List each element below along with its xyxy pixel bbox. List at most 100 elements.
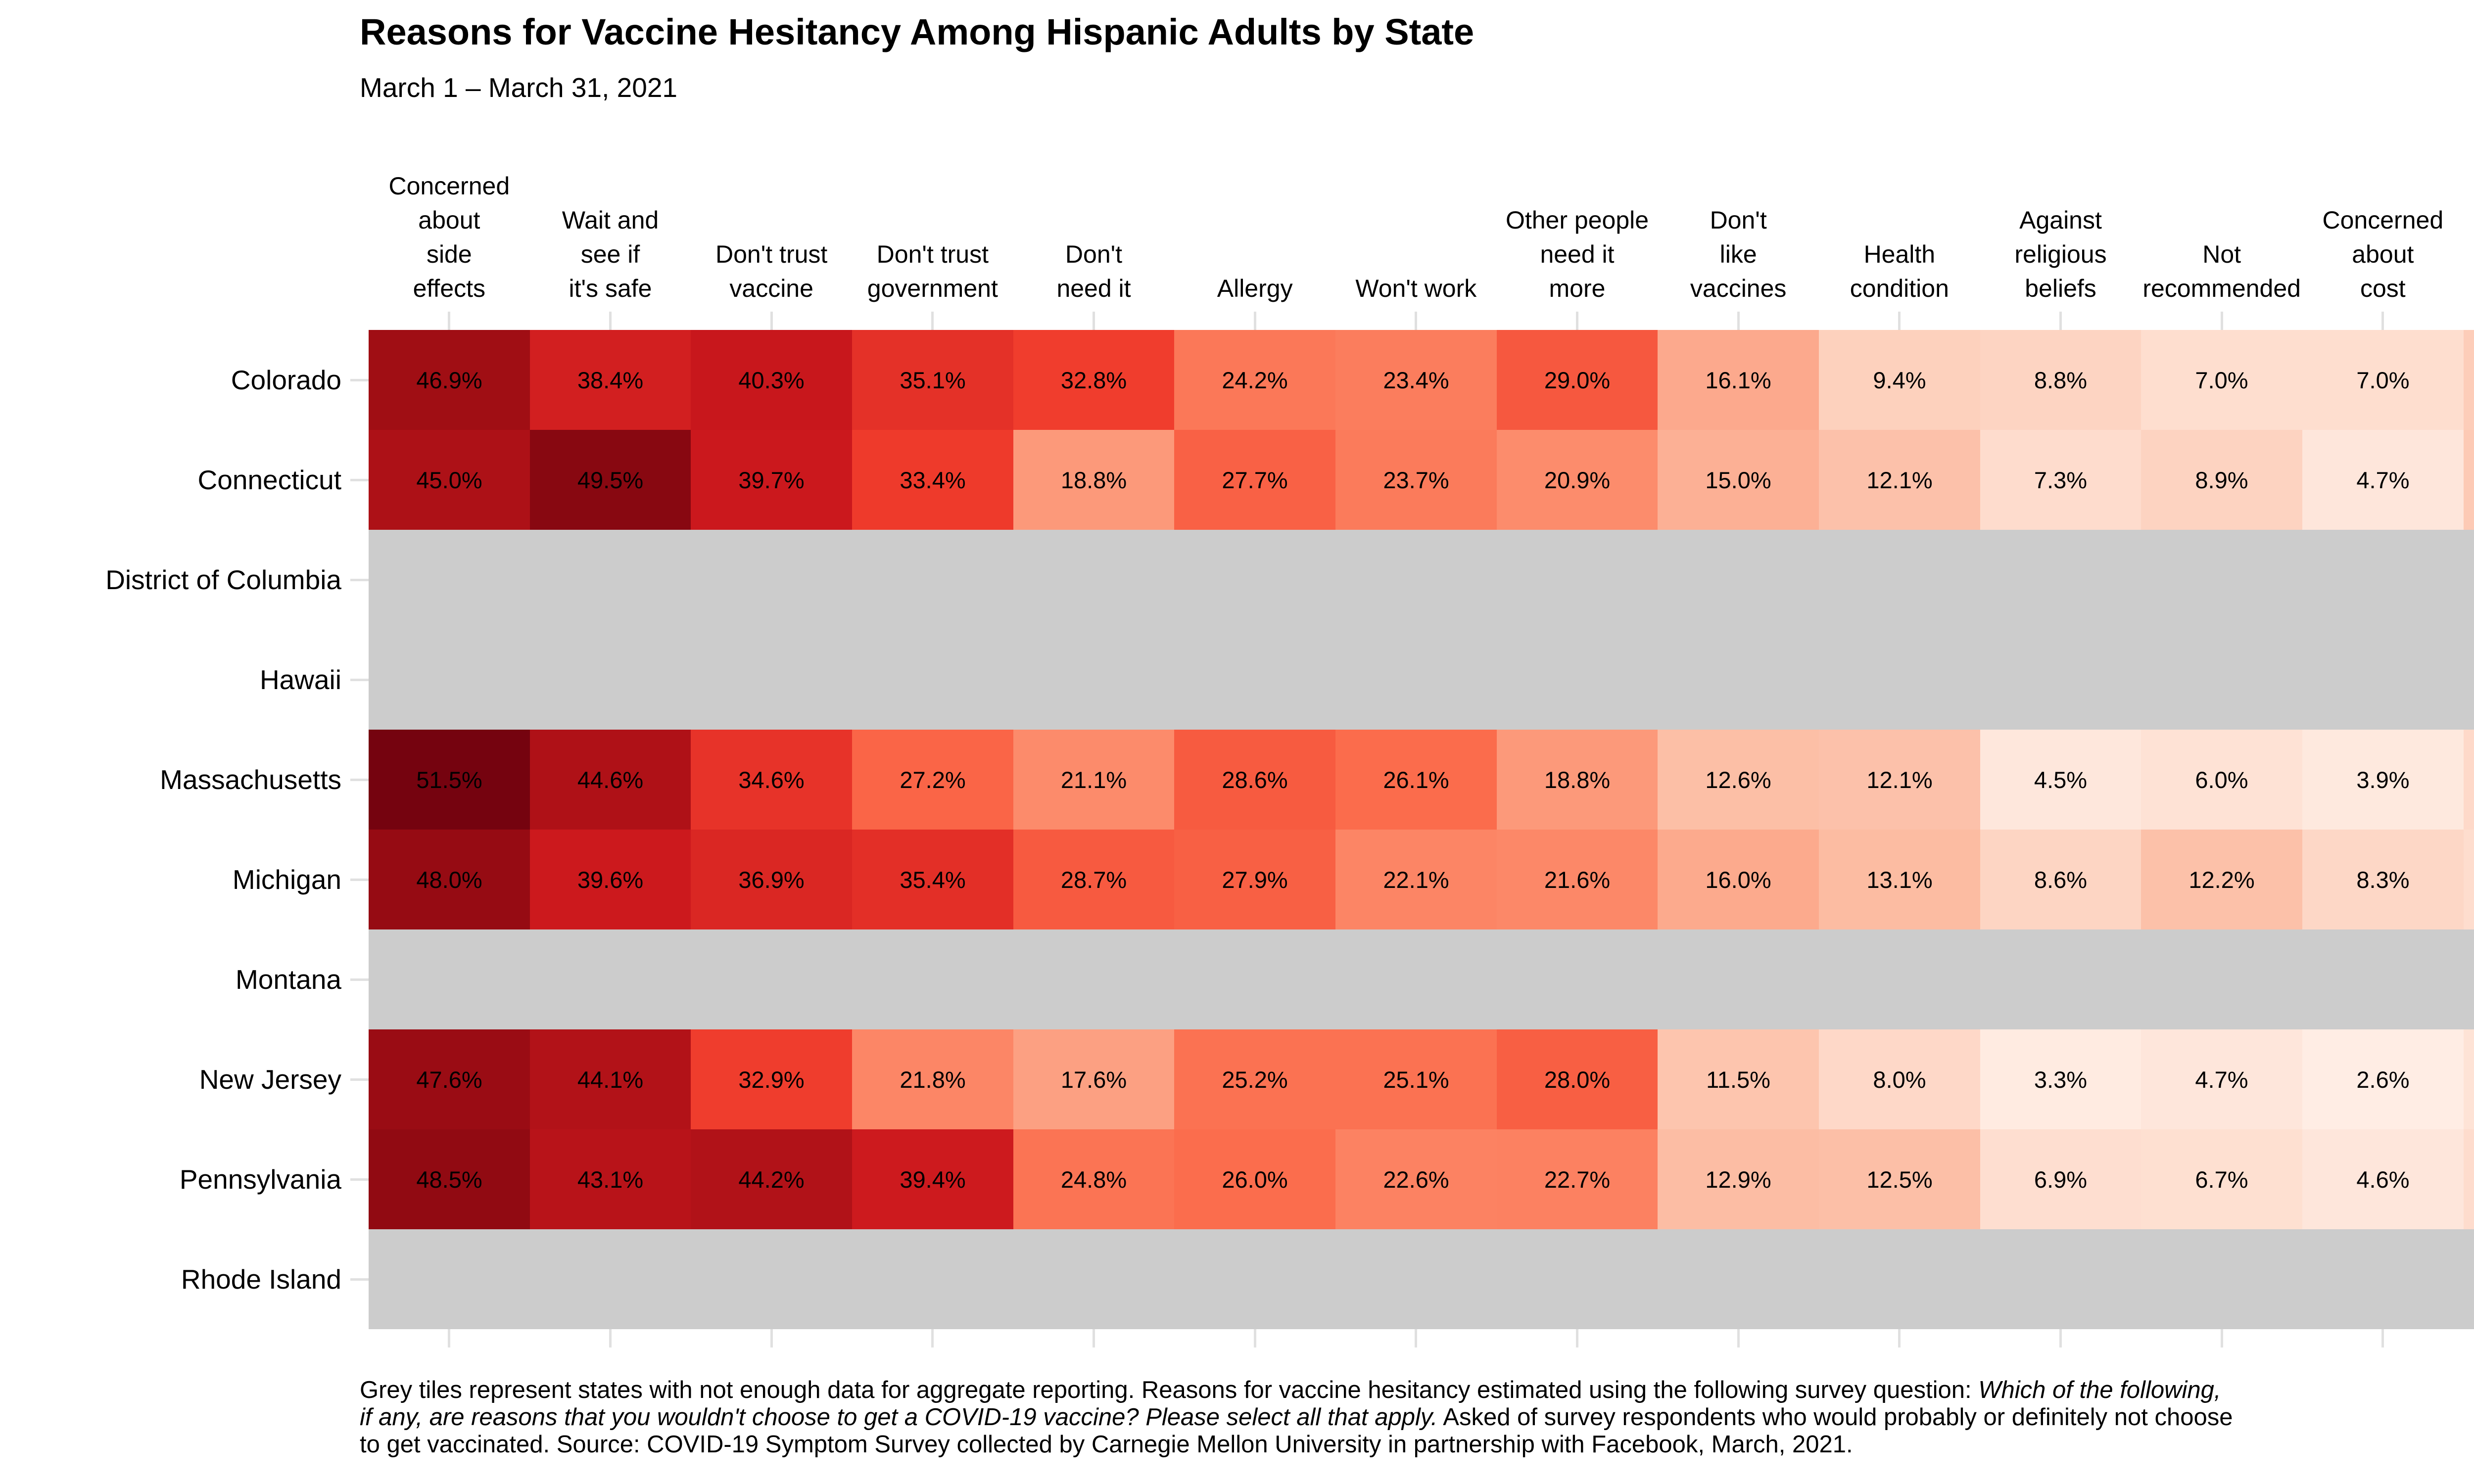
x-axis-tick-top [770, 312, 773, 330]
heatmap-cell-michigan-other-people-need-it-more: 21.6% [1497, 830, 1658, 929]
column-header-line: see if [580, 240, 640, 268]
column-header-line: like [1719, 240, 1757, 268]
y-axis-tick-left [350, 578, 369, 581]
cell-value: 27.9% [1222, 866, 1288, 893]
x-axis-tick-bottom [1898, 1329, 1901, 1347]
row-label-colorado: Colorado [231, 365, 341, 395]
heatmap-cell-connecticut-wait-and-see-if-it-s-safe: 49.5% [530, 430, 691, 530]
cell-value: 8.8% [2034, 367, 2088, 393]
column-header-don-t-like-vaccines: Don't like vaccines [1540, 203, 1936, 306]
cell-value: 8.6% [2034, 866, 2088, 893]
missing-data-row-rhode-island [369, 1229, 2474, 1329]
footnote-italic-text: if any, are reasons that you wouldn't ch… [360, 1404, 1438, 1431]
column-header-line: Concerned [388, 172, 510, 200]
cell-value: 3.3% [2034, 1066, 2088, 1093]
heatmap-cell-new-jersey-concerned-about-side-effects: 47.6% [369, 1029, 530, 1129]
row-label-massachusetts: Massachusetts [160, 764, 341, 795]
cell-value: 33.4% [900, 466, 966, 493]
cell-value: 25.2% [1222, 1066, 1288, 1093]
y-axis-tick-left [350, 778, 369, 781]
heatmap-cell-pennsylvania-other-people-need-it-more: 22.7% [1497, 1129, 1658, 1229]
column-header-line: Allergy [1217, 275, 1293, 302]
heatmap-cell-new-jersey-won-t-work: 25.1% [1335, 1029, 1497, 1129]
footnote: Grey tiles represent states with not eno… [360, 1377, 2233, 1458]
column-header-line: it's safe [569, 275, 652, 302]
column-header-line: Pregnancy [2346, 272, 2474, 306]
cell-value: 4.7% [2356, 466, 2410, 493]
x-axis-tick-bottom [931, 1329, 934, 1347]
cell-value: 49.5% [577, 466, 644, 493]
row-label-rhode-island: Rhode Island [181, 1264, 341, 1295]
heatmap-cell-colorado-concerned-about-cost: 7.0% [2302, 330, 2464, 430]
heatmap-cell-massachusetts-other-people-need-it-more: 18.8% [1497, 730, 1658, 830]
heatmap-cell-pennsylvania-won-t-work: 22.6% [1335, 1129, 1497, 1229]
heatmap-cell-connecticut-pregnancy: 10.5% [2464, 430, 2474, 530]
y-axis-tick-left [350, 378, 369, 381]
cell-value: 11.5% [1706, 1066, 1770, 1093]
heatmap-cell-connecticut-won-t-work: 23.7% [1335, 430, 1497, 530]
heatmap-cell-new-jersey-pregnancy: 5.7% [2464, 1029, 2474, 1129]
heatmap-cell-new-jersey-other-people-need-it-more: 28.0% [1497, 1029, 1658, 1129]
heatmap-cell-connecticut-other-people-need-it-more: 20.9% [1497, 430, 1658, 530]
column-header-pregnancy: Pregnancy [2346, 272, 2474, 306]
missing-data-row-montana [369, 929, 2474, 1029]
cell-value: 48.5% [416, 1166, 482, 1193]
cell-value: 26.1% [1383, 766, 1449, 793]
column-header-line: Concerned [2322, 206, 2444, 234]
y-axis-tick-left [350, 1078, 369, 1081]
heatmap-cell-connecticut-not-recommended: 8.9% [2141, 430, 2302, 530]
column-header-don-t-trust-government: Don't trust government [735, 237, 1131, 306]
heatmap-cell-pennsylvania-wait-and-see-if-it-s-safe: 43.1% [530, 1129, 691, 1229]
x-axis-tick-top [1898, 312, 1901, 330]
x-axis-tick-top [931, 312, 934, 330]
heatmap-cell-massachusetts-don-t-trust-vaccine: 34.6% [691, 730, 852, 830]
cell-value: 21.8% [900, 1066, 966, 1093]
heatmap-cell-massachusetts-health-condition: 12.1% [1819, 730, 1980, 830]
cell-value: 51.5% [416, 766, 482, 793]
heatmap-cell-connecticut-health-condition: 12.1% [1819, 430, 1980, 530]
heatmap-cell-michigan-against-religious-beliefs: 8.6% [1980, 830, 2141, 929]
heatmap-cell-michigan-not-recommended: 12.2% [2141, 830, 2302, 929]
column-header-line: about [2352, 240, 2414, 268]
y-axis-tick-left [350, 678, 369, 681]
missing-data-row-hawaii [369, 630, 2474, 730]
heatmap-cell-pennsylvania-pregnancy: 7.3% [2464, 1129, 2474, 1229]
cell-value: 39.6% [577, 866, 644, 893]
cell-value: 12.5% [1866, 1166, 1933, 1193]
x-axis-tick-bottom [1576, 1329, 1578, 1347]
x-axis-tick-bottom [1093, 1329, 1095, 1347]
column-header-line: Against [2019, 206, 2102, 234]
x-axis-tick-top [2059, 312, 2062, 330]
cell-value: 8.3% [2356, 866, 2410, 893]
column-header-line: Wait and [562, 206, 659, 234]
cell-value: 35.4% [900, 866, 966, 893]
x-axis-tick-top [1576, 312, 1578, 330]
heatmap-cell-michigan-don-t-like-vaccines: 16.0% [1658, 830, 1819, 929]
heatmap-cell-connecticut-against-religious-beliefs: 7.3% [1980, 430, 2141, 530]
heatmap-cell-massachusetts-don-t-like-vaccines: 12.6% [1658, 730, 1819, 830]
column-header-line: vaccine [729, 275, 813, 302]
footnote-line: if any, are reasons that you wouldn't ch… [360, 1404, 2233, 1431]
cell-value: 28.7% [1060, 866, 1127, 893]
cell-value: 44.1% [577, 1066, 644, 1093]
cell-value: 18.8% [1544, 766, 1611, 793]
x-axis-tick-bottom [609, 1329, 612, 1347]
heatmap-cell-connecticut-allergy: 27.7% [1174, 430, 1335, 530]
x-axis-tick-bottom [2220, 1329, 2223, 1347]
cell-value: 13.1% [1866, 866, 1933, 893]
footnote-text: Asked of survey respondents who would pr… [1437, 1404, 2233, 1431]
cell-value: 9.4% [1873, 367, 1926, 393]
cell-value: 29.0% [1544, 367, 1611, 393]
column-header-concerned-about-side-effects: Concerned about side effects [251, 169, 647, 306]
column-header-line: need it [1540, 240, 1615, 268]
cell-value: 6.0% [2195, 766, 2248, 793]
heatmap-cell-pennsylvania-allergy: 26.0% [1174, 1129, 1335, 1229]
cell-value: 8.9% [2195, 466, 2248, 493]
heatmap-cell-massachusetts-pregnancy: 7.8% [2464, 730, 2474, 830]
column-header-line: vaccines [1690, 275, 1787, 302]
cell-value: 16.1% [1705, 367, 1771, 393]
cell-value: 20.9% [1544, 466, 1611, 493]
row-label-hawaii: Hawaii [259, 664, 341, 695]
cell-value: 22.6% [1383, 1166, 1449, 1193]
